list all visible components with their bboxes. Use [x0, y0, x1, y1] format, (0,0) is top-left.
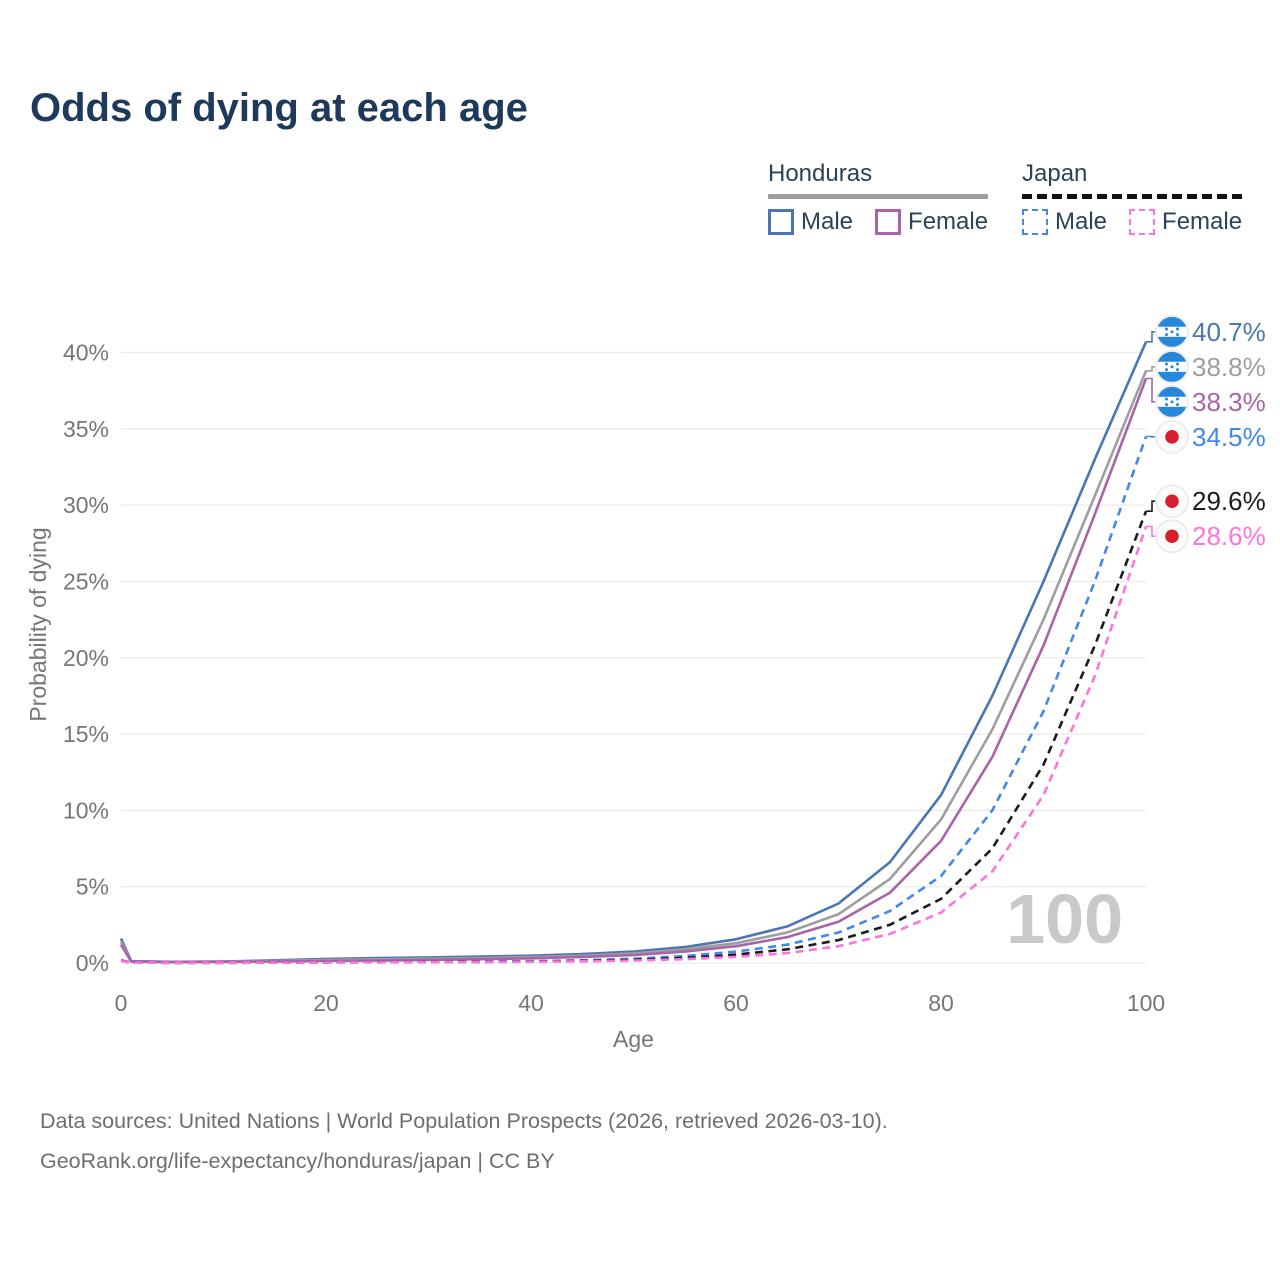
- label-connector: [1146, 377, 1158, 403]
- x-tick-label: 60: [723, 990, 749, 1016]
- data-sources-line: Data sources: United Nations | World Pop…: [40, 1109, 888, 1133]
- y-axis-title: Probability of dying: [25, 527, 51, 721]
- legend-item-japan-female[interactable]: Female: [1129, 208, 1242, 236]
- attribution-footer: Data sources: United Nations | World Pop…: [40, 1102, 888, 1182]
- mortality-line-chart[interactable]: 0% 5% 10% 15% 20% 25% 30% 35% 40% 0 20 40 60 80 100 Age…: [0, 255, 1280, 1075]
- label-connector: [1146, 331, 1158, 343]
- y-tick-label: 40%: [63, 340, 109, 366]
- legend-item-honduras-female[interactable]: Female: [875, 208, 988, 236]
- honduras-flag-icon: [1155, 314, 1189, 349]
- x-tick-label: 100: [1127, 990, 1165, 1016]
- y-tick-label: 25%: [63, 568, 109, 594]
- legend-swatch-japan-female-icon: [1129, 209, 1156, 235]
- end-value-label-honduras-female: 38.3%: [1192, 387, 1266, 417]
- x-tick-label: 80: [928, 990, 954, 1016]
- legend-item-honduras-male[interactable]: Male: [768, 208, 853, 236]
- japan-flag-icon: [1155, 419, 1189, 454]
- y-tick-label: 10%: [63, 797, 109, 823]
- georank-url-line: GeoRank.org/life-expectancy/honduras/jap…: [40, 1148, 555, 1173]
- legend-country-honduras: Honduras: [768, 160, 873, 187]
- y-tick-label: 15%: [63, 721, 109, 747]
- series-line-honduras-male[interactable]: [119, 341, 1148, 964]
- legend-label-honduras-female: Female: [908, 208, 989, 235]
- series-line-japan-both-sexes[interactable]: [120, 510, 1148, 965]
- japan-flag-icon: [1155, 519, 1189, 554]
- legend-line-sample-honduras-combined: [768, 194, 989, 199]
- x-axis-title: Age: [613, 1026, 654, 1052]
- x-tick-label: 40: [518, 990, 544, 1016]
- x-tick-label: 20: [313, 990, 339, 1016]
- y-tick-label: 30%: [63, 492, 109, 518]
- series-line-japan-female[interactable]: [120, 526, 1148, 965]
- series-line-honduras-both-sexes[interactable]: [119, 370, 1148, 964]
- end-value-label-japan-both-sexes: 29.6%: [1192, 486, 1266, 516]
- legend-label-japan-male: Male: [1055, 208, 1108, 235]
- legend-group-japan: Japan Male Female: [1022, 160, 1243, 236]
- end-value-label-honduras-male: 40.7%: [1192, 317, 1266, 347]
- end-value-label-japan-male: 34.5%: [1192, 422, 1266, 452]
- legend-line-sample-japan-combined: [1022, 194, 1243, 199]
- series-line-honduras-female[interactable]: [119, 378, 1148, 964]
- y-tick-label: 20%: [63, 645, 109, 671]
- series-line-japan-male[interactable]: [120, 436, 1148, 965]
- y-tick-label: 5%: [76, 874, 109, 900]
- japan-flag-icon: [1155, 484, 1189, 519]
- legend-country-japan: Japan: [1022, 160, 1088, 187]
- legend-group-honduras: Honduras Male Female: [768, 160, 989, 236]
- legend-label-japan-female: Female: [1162, 208, 1243, 235]
- age-watermark: 100: [1006, 880, 1123, 958]
- label-connector: [1146, 525, 1158, 537]
- legend-swatch-honduras-female-icon: [875, 209, 902, 235]
- legend-label-honduras-male: Male: [801, 208, 854, 235]
- page-title: Odds of dying at each age: [30, 86, 528, 130]
- y-tick-label: 0%: [76, 950, 109, 976]
- x-tick-label: 0: [115, 990, 128, 1016]
- label-connector: [1146, 500, 1158, 512]
- y-tick-label: 35%: [63, 416, 109, 442]
- legend-swatch-japan-male-icon: [1022, 209, 1048, 235]
- honduras-flag-icon: [1155, 384, 1189, 419]
- legend-swatch-honduras-male-icon: [768, 209, 794, 235]
- legend-item-japan-male[interactable]: Male: [1022, 208, 1107, 236]
- end-value-label-honduras-both-sexes: 38.8%: [1192, 352, 1266, 382]
- honduras-flag-icon: [1155, 349, 1189, 384]
- label-connector: [1146, 366, 1158, 372]
- end-value-label-japan-female: 28.6%: [1192, 521, 1266, 551]
